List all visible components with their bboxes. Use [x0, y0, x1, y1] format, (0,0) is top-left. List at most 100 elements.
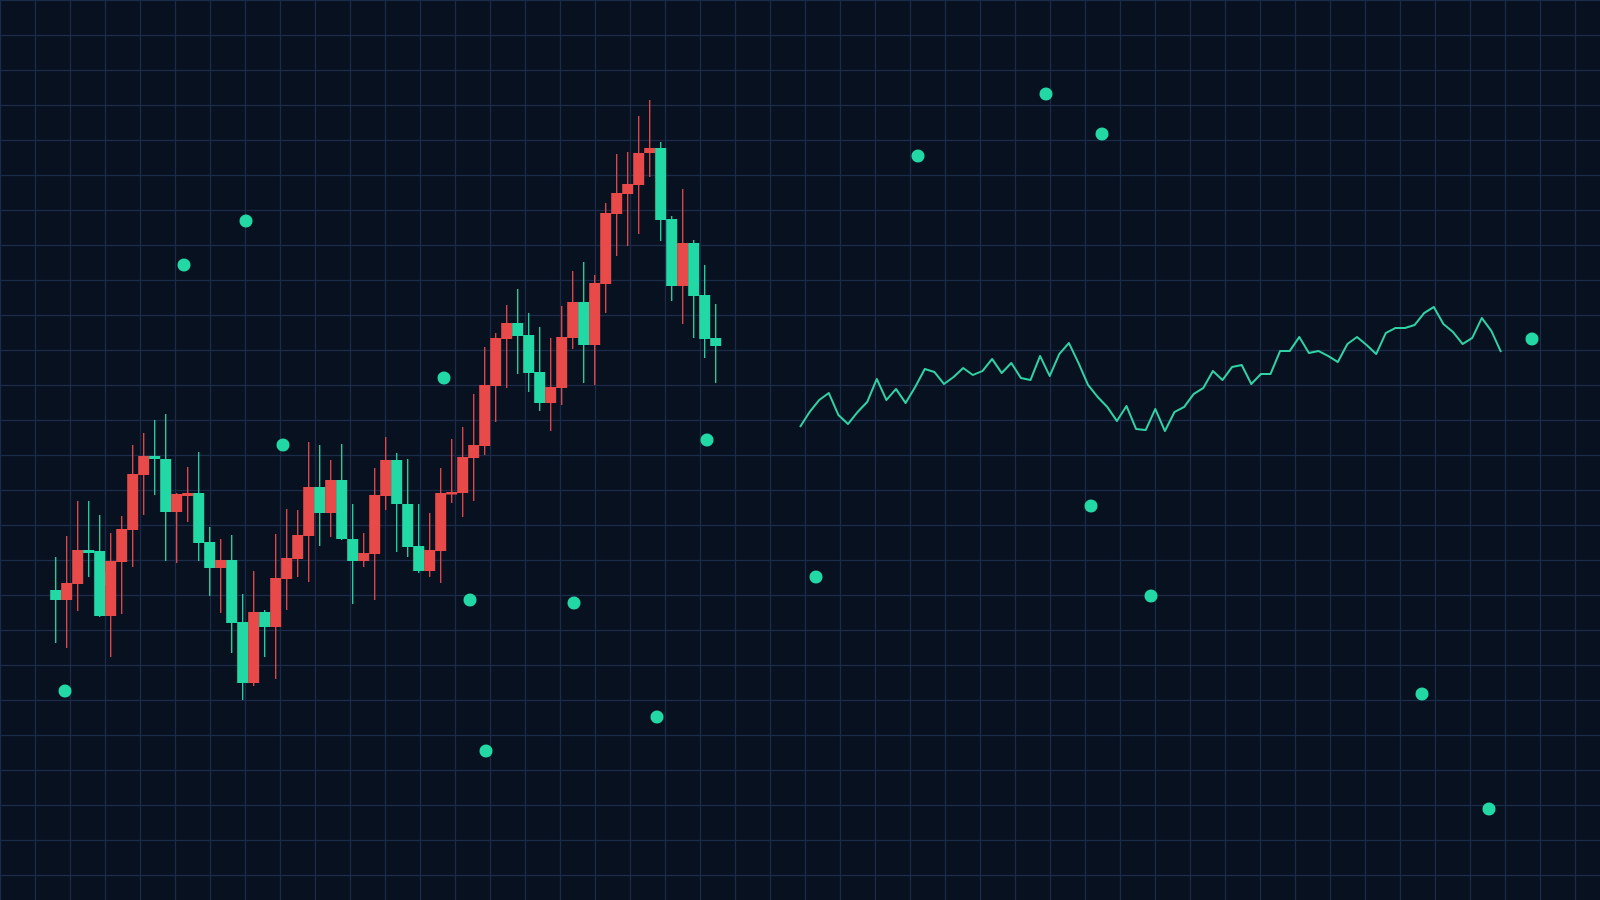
candle-body	[237, 622, 249, 683]
candle-body	[446, 492, 458, 495]
candle	[259, 610, 271, 657]
candle	[424, 513, 436, 577]
candle	[215, 539, 227, 613]
scatter-point	[1415, 687, 1429, 701]
scatter-point	[1525, 332, 1539, 346]
candle	[512, 289, 524, 374]
candle-body	[303, 487, 315, 536]
candle-body	[468, 445, 480, 458]
scatter-point	[567, 596, 581, 610]
candle	[501, 305, 513, 388]
candle-body	[578, 302, 590, 345]
candle	[523, 313, 535, 392]
candle-body	[83, 550, 95, 553]
scatter-point	[911, 149, 925, 163]
candle	[281, 509, 293, 610]
candle-body	[545, 387, 557, 403]
candle-body	[490, 338, 502, 386]
candle-body	[116, 529, 128, 562]
candle-body	[677, 243, 689, 286]
candle	[622, 152, 634, 246]
candle	[688, 240, 700, 338]
scatter-point	[1144, 589, 1158, 603]
candle-body	[644, 148, 656, 153]
candle	[270, 534, 282, 679]
candle	[149, 420, 161, 495]
candle	[127, 445, 139, 567]
candle-body	[105, 561, 117, 616]
candle-body	[380, 460, 392, 496]
candle-body	[611, 193, 623, 214]
candle	[204, 527, 216, 596]
candle-body	[622, 184, 634, 194]
candle	[435, 468, 447, 583]
candle-body	[160, 459, 172, 512]
candle	[237, 594, 249, 700]
candle-series	[50, 100, 722, 700]
candle	[545, 338, 557, 431]
candle	[105, 533, 117, 657]
candle-body	[292, 535, 304, 559]
candle-body	[413, 546, 425, 571]
candle-body	[633, 153, 645, 185]
candle	[50, 557, 62, 643]
candle	[358, 533, 370, 567]
scatter-point	[276, 438, 290, 452]
candle	[94, 515, 106, 617]
scatter-point	[58, 684, 72, 698]
candle-body	[666, 219, 678, 286]
candle-body	[127, 474, 139, 530]
candle-body	[534, 372, 546, 403]
candle	[446, 439, 458, 503]
candle	[457, 427, 469, 517]
candle-body	[248, 612, 260, 683]
candle	[710, 304, 722, 383]
candle	[490, 333, 502, 422]
candle	[391, 453, 403, 552]
candle	[325, 460, 337, 537]
candle	[72, 501, 84, 611]
candle	[699, 265, 711, 358]
candle-body	[655, 148, 667, 220]
candle-body	[600, 213, 612, 284]
candle	[402, 459, 414, 557]
candle-body	[138, 456, 150, 475]
candle	[347, 504, 359, 604]
candle-body	[314, 487, 326, 513]
candle-body	[457, 457, 469, 493]
candle-body	[699, 295, 711, 339]
candle	[677, 189, 689, 324]
candle	[160, 414, 172, 561]
candle-body	[424, 550, 436, 571]
candle	[479, 347, 491, 455]
candle-body	[501, 323, 513, 339]
candle	[567, 271, 579, 349]
candle	[303, 442, 315, 582]
scatter-point	[479, 744, 493, 758]
candle-body	[171, 494, 183, 512]
scatter-point	[463, 593, 477, 607]
scatter-point	[809, 570, 823, 584]
candle-body	[358, 553, 370, 561]
scatter-point	[700, 433, 714, 447]
candle-body	[512, 323, 524, 336]
candle-body	[435, 493, 447, 551]
candle-body	[226, 560, 238, 623]
price-line	[799, 306, 1502, 432]
candle-body	[347, 539, 359, 561]
scatter-point	[437, 371, 451, 385]
candle-body	[94, 551, 106, 616]
candle	[666, 216, 678, 301]
scatter-point	[1084, 499, 1098, 513]
candle	[556, 306, 568, 405]
candle-body	[270, 578, 282, 627]
candle	[226, 535, 238, 653]
candle	[380, 437, 392, 510]
scatter-point	[177, 258, 191, 272]
candle	[644, 100, 656, 177]
candle	[292, 510, 304, 577]
candle	[83, 501, 95, 577]
